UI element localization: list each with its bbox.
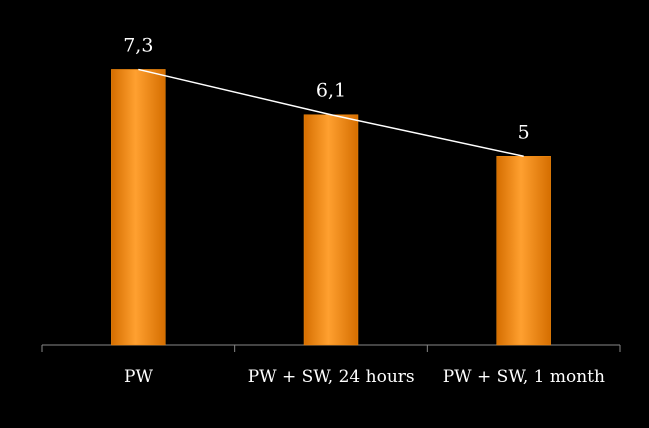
trend-line	[138, 68, 524, 157]
bar	[496, 156, 551, 346]
value-label: 7,3	[123, 34, 153, 56]
value-label: 5	[518, 121, 530, 143]
x-tick-label: PW + SW, 1 month	[442, 367, 605, 387]
x-tick-label: PW	[124, 367, 153, 387]
x-tick-label: PW + SW, 24 hours	[247, 367, 415, 387]
bar	[303, 114, 359, 346]
value-label: 6,1	[316, 80, 346, 102]
bar	[111, 69, 166, 346]
